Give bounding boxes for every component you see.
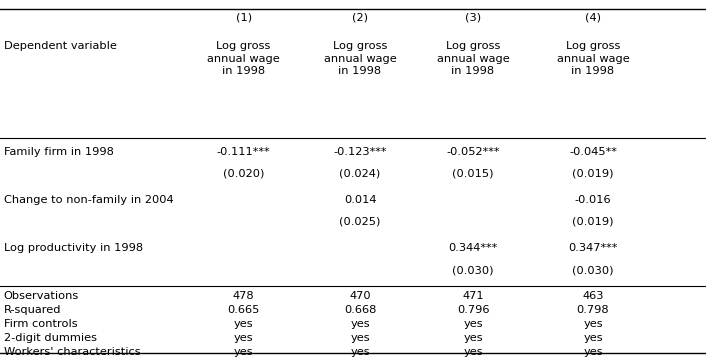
Text: Family firm in 1998: Family firm in 1998 [4, 147, 114, 157]
Text: 0.798: 0.798 [577, 305, 609, 315]
Text: Log gross
annual wage
in 1998: Log gross annual wage in 1998 [556, 41, 630, 76]
Text: yes: yes [583, 347, 603, 357]
Text: Log gross
annual wage
in 1998: Log gross annual wage in 1998 [323, 41, 397, 76]
Text: (0.025): (0.025) [340, 217, 381, 227]
Text: Change to non-family in 2004: Change to non-family in 2004 [4, 195, 173, 205]
Text: 0.796: 0.796 [457, 305, 489, 315]
Text: (1): (1) [236, 13, 251, 23]
Text: 0.014: 0.014 [344, 195, 376, 205]
Text: Log productivity in 1998: Log productivity in 1998 [4, 243, 143, 253]
Text: yes: yes [463, 347, 483, 357]
Text: -0.016: -0.016 [575, 195, 611, 205]
Text: -0.111***: -0.111*** [217, 147, 270, 157]
Text: yes: yes [583, 333, 603, 343]
Text: Dependent variable: Dependent variable [4, 41, 116, 51]
Text: 0.344***: 0.344*** [448, 243, 498, 253]
Text: (0.019): (0.019) [573, 217, 614, 227]
Text: (0.030): (0.030) [453, 266, 493, 276]
Text: -0.123***: -0.123*** [333, 147, 387, 157]
Text: Observations: Observations [4, 291, 79, 301]
Text: Log gross
annual wage
in 1998: Log gross annual wage in 1998 [207, 41, 280, 76]
Text: yes: yes [350, 347, 370, 357]
Text: yes: yes [463, 319, 483, 329]
Text: yes: yes [350, 333, 370, 343]
Text: Log gross
annual wage
in 1998: Log gross annual wage in 1998 [436, 41, 510, 76]
Text: 470: 470 [349, 291, 371, 301]
Text: 0.668: 0.668 [344, 305, 376, 315]
Text: 471: 471 [462, 291, 484, 301]
Text: (2): (2) [352, 13, 368, 23]
Text: 0.347***: 0.347*** [568, 243, 618, 253]
Text: yes: yes [234, 333, 253, 343]
Text: yes: yes [234, 319, 253, 329]
Text: yes: yes [234, 347, 253, 357]
Text: Workers' characteristics: Workers' characteristics [4, 347, 140, 357]
Text: yes: yes [350, 319, 370, 329]
Text: Firm controls: Firm controls [4, 319, 77, 329]
Text: (0.020): (0.020) [223, 168, 264, 178]
Text: (0.030): (0.030) [573, 266, 614, 276]
Text: (0.015): (0.015) [453, 168, 493, 178]
Text: 478: 478 [233, 291, 254, 301]
Text: 0.665: 0.665 [227, 305, 260, 315]
Text: (3): (3) [465, 13, 481, 23]
Text: (0.019): (0.019) [573, 168, 614, 178]
Text: (4): (4) [585, 13, 601, 23]
Text: 2-digit dummies: 2-digit dummies [4, 333, 97, 343]
Text: yes: yes [463, 333, 483, 343]
Text: R-squared: R-squared [4, 305, 61, 315]
Text: -0.052***: -0.052*** [446, 147, 500, 157]
Text: 463: 463 [582, 291, 604, 301]
Text: yes: yes [583, 319, 603, 329]
Text: (0.024): (0.024) [340, 168, 381, 178]
Text: -0.045**: -0.045** [569, 147, 617, 157]
